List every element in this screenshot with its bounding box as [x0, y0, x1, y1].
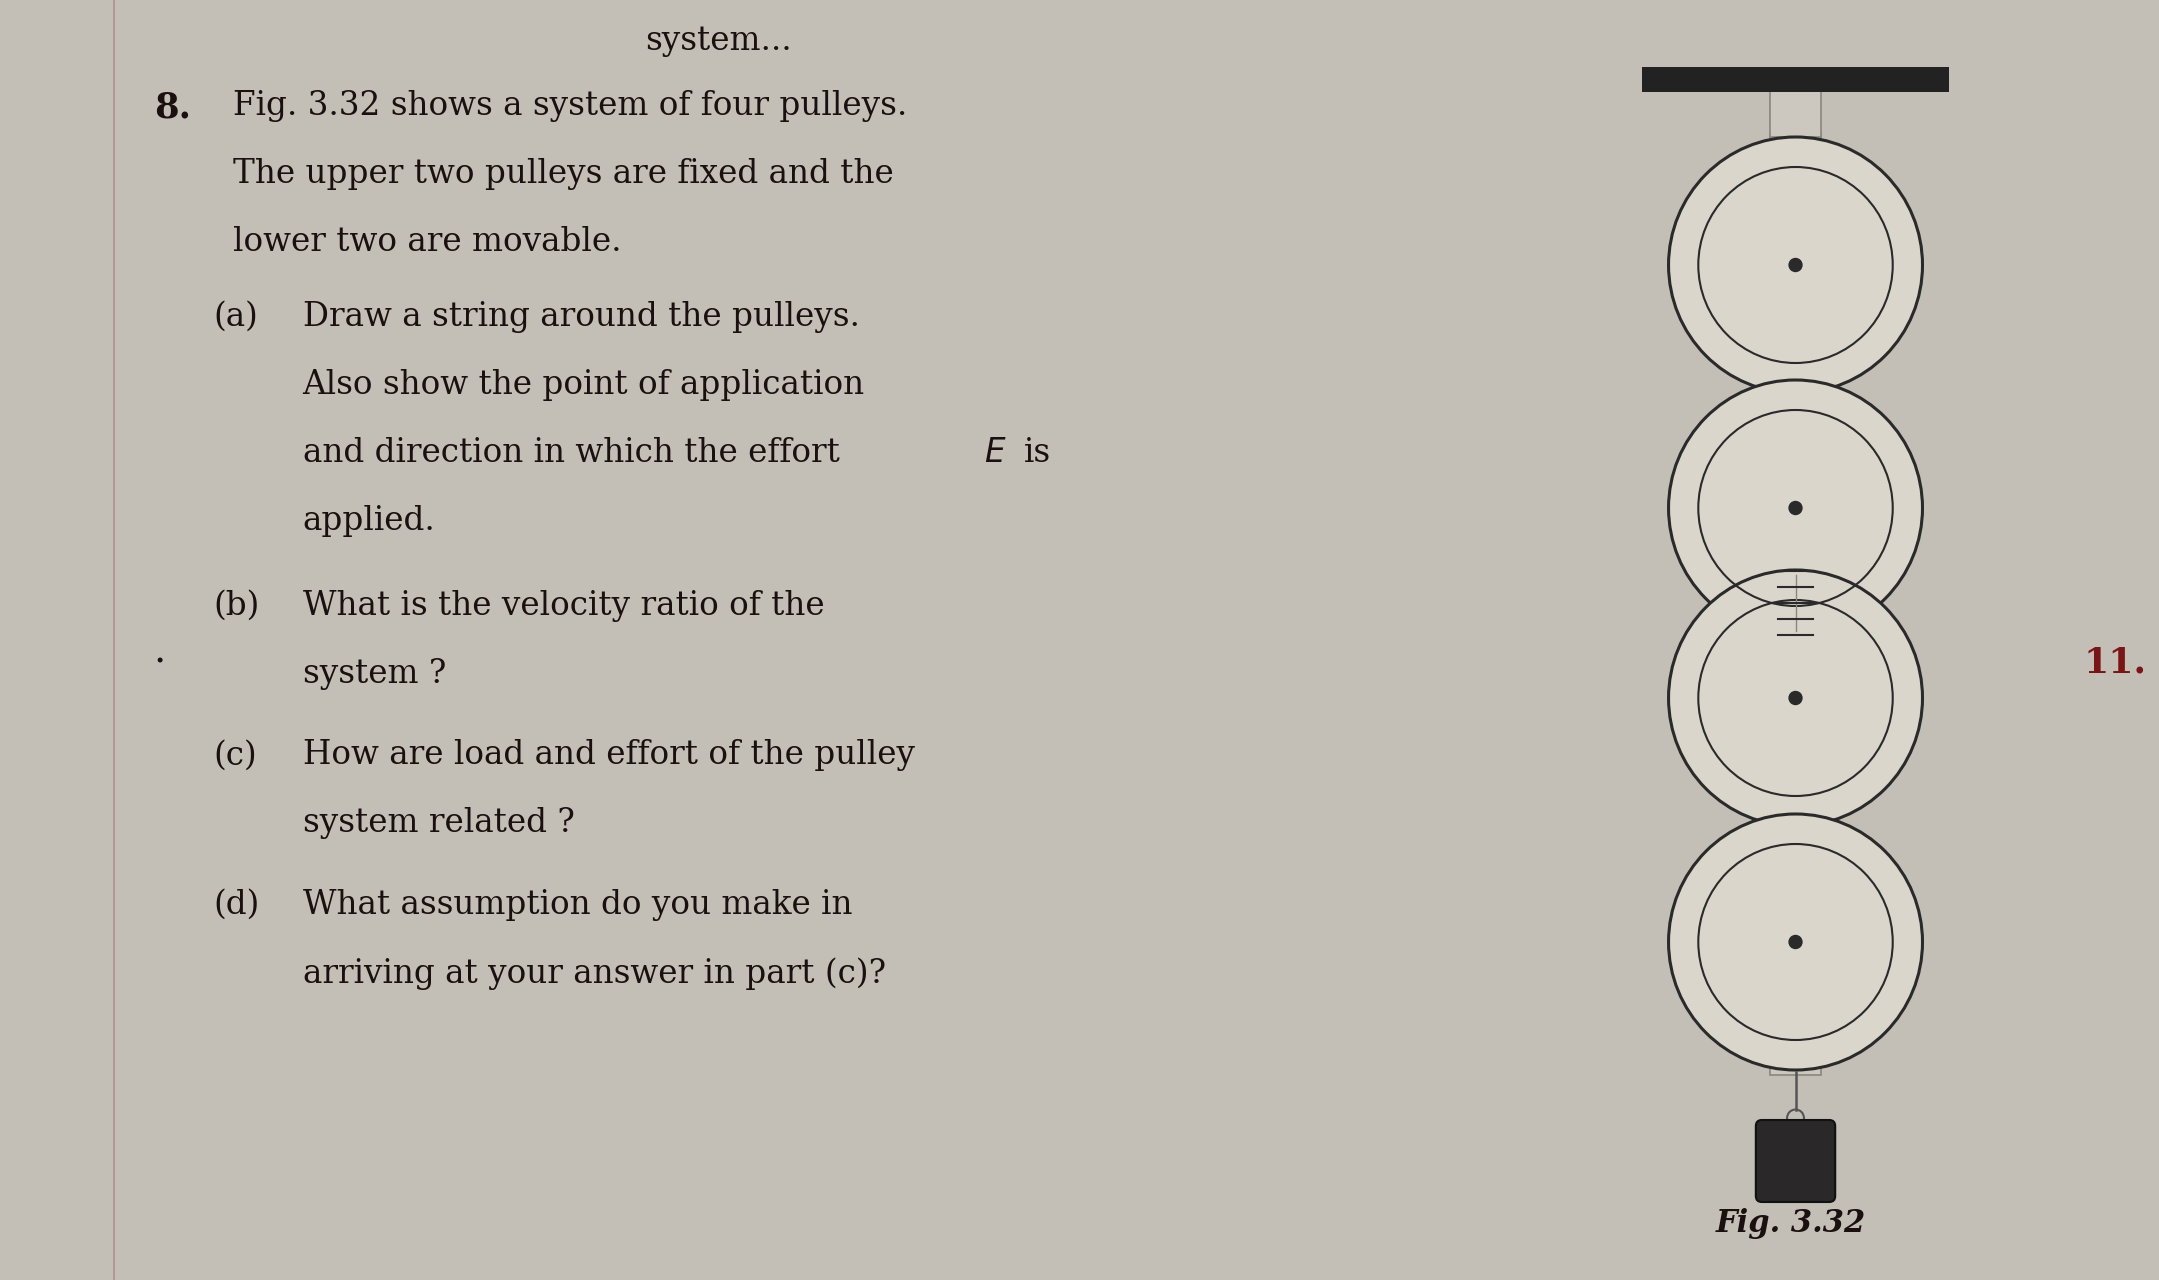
Circle shape	[1669, 570, 1922, 826]
Text: arriving at your answer in part (c)?: arriving at your answer in part (c)?	[302, 957, 885, 989]
Text: system related ?: system related ?	[302, 808, 574, 840]
Text: system ?: system ?	[302, 658, 447, 690]
Text: How are load and effort of the pulley: How are load and effort of the pulley	[302, 740, 915, 772]
Text: and direction in which the effort: and direction in which the effort	[302, 436, 840, 468]
Text: Also show the point of application: Also show the point of application	[302, 369, 866, 401]
Text: What is the velocity ratio of the: What is the velocity ratio of the	[302, 590, 825, 622]
Text: (a): (a)	[214, 301, 259, 333]
Text: 11.: 11.	[2083, 645, 2146, 678]
FancyBboxPatch shape	[1755, 1120, 1835, 1202]
Text: system...: system...	[646, 26, 792, 58]
Text: Fig. 3.32 shows a system of four pulleys.: Fig. 3.32 shows a system of four pulleys…	[233, 90, 907, 122]
Circle shape	[1790, 691, 1803, 704]
Text: (d): (d)	[214, 890, 259, 922]
Text: The upper two pulleys are fixed and the: The upper two pulleys are fixed and the	[233, 157, 894, 189]
Text: What assumption do you make in: What assumption do you make in	[302, 890, 853, 922]
Text: 8.: 8.	[153, 90, 190, 124]
Bar	[1770, 132, 1822, 1075]
Bar	[1641, 67, 1950, 92]
Bar	[1770, 72, 1822, 137]
Text: Draw a string around the pulleys.: Draw a string around the pulleys.	[302, 301, 859, 333]
Text: (c): (c)	[214, 740, 257, 772]
Circle shape	[1790, 259, 1803, 271]
Text: .: .	[153, 634, 166, 669]
Text: lower two are movable.: lower two are movable.	[233, 227, 622, 259]
Circle shape	[1669, 137, 1922, 393]
Circle shape	[1790, 936, 1803, 948]
Text: (b): (b)	[214, 590, 259, 622]
Circle shape	[1669, 814, 1922, 1070]
Text: Fig. 3.32: Fig. 3.32	[1716, 1208, 1865, 1239]
Circle shape	[1669, 380, 1922, 636]
Circle shape	[1790, 502, 1803, 515]
Text: $E$: $E$	[985, 436, 1006, 468]
Text: applied.: applied.	[302, 504, 436, 536]
Text: is: is	[1023, 436, 1051, 468]
